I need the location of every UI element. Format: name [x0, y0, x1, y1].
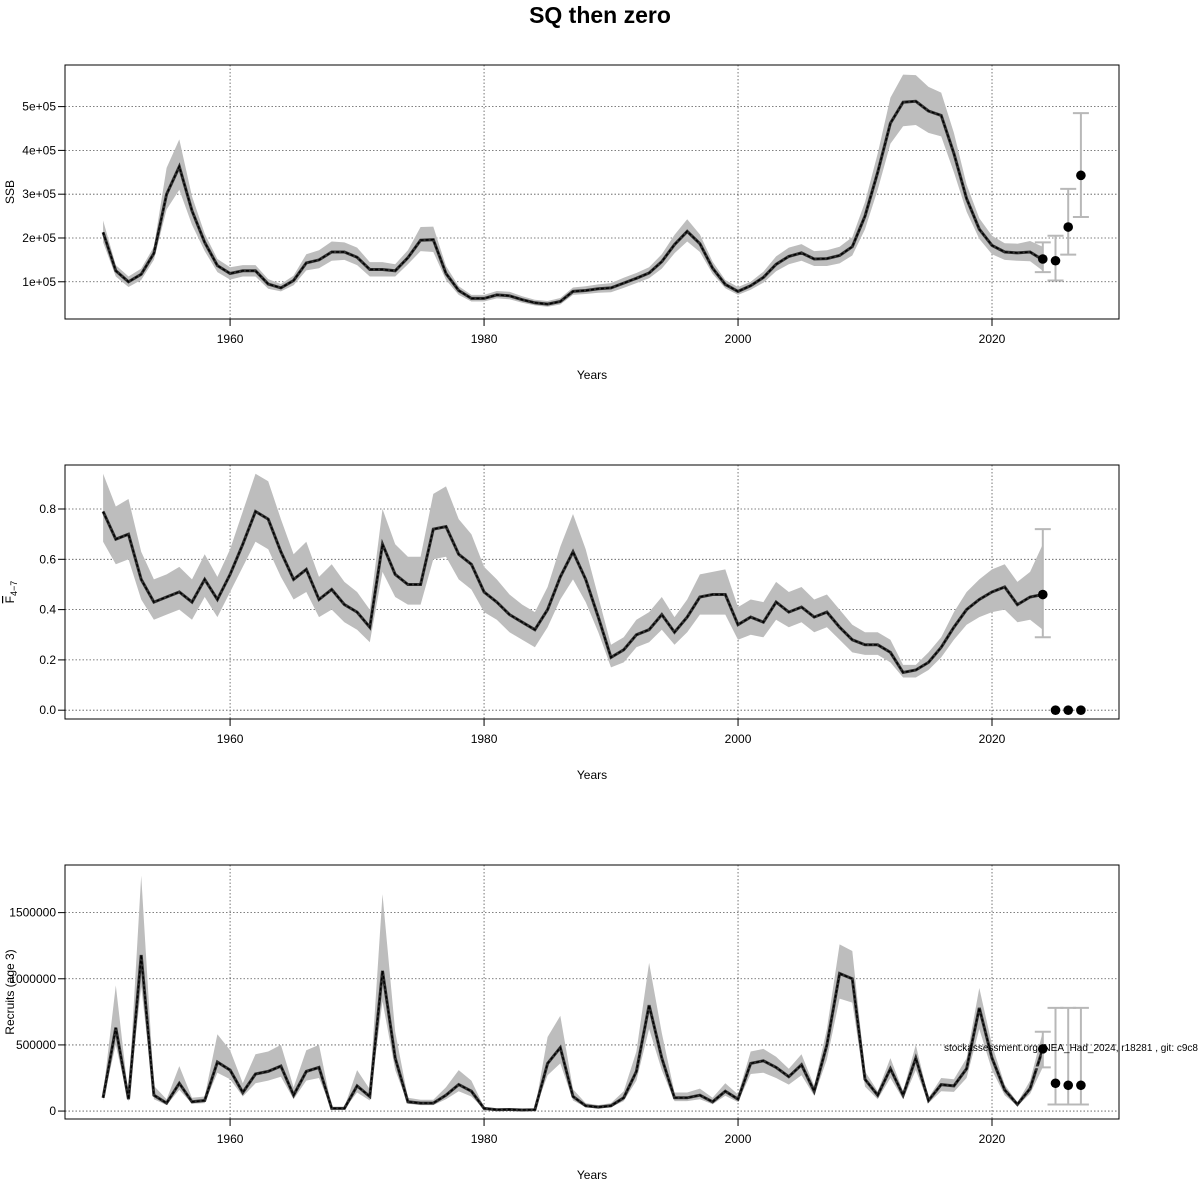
forecast-point — [1038, 589, 1048, 600]
x-tick-label: 2020 — [979, 1132, 1006, 1146]
estimate-line-dashed — [102, 954, 1044, 1111]
plot-frame — [64, 64, 1120, 320]
x-tick-label: 1980 — [471, 1132, 498, 1146]
y-tick-label: 1500000 — [9, 906, 56, 920]
chart-panel-3: 1960 1980 2000 2020 0 500000 1000000 1500000 Yea… — [3, 864, 1120, 1182]
forecast-point — [1076, 1080, 1086, 1091]
forecast-point — [1063, 705, 1074, 715]
y-tick-label: 0.0 — [39, 703, 56, 717]
forecast-point — [1038, 254, 1048, 264]
plot-frame — [64, 864, 1120, 1120]
y-tick-label: 0.8 — [39, 502, 56, 516]
forecast-point — [1038, 1044, 1048, 1054]
y-tick-label: 3e+05 — [22, 187, 56, 201]
x-tick-label: 1980 — [471, 332, 498, 346]
x-tick-label: 1960 — [217, 332, 244, 346]
footnote: stockassessment.org, NEA_Had_2024, r1828… — [944, 1043, 1198, 1054]
x-tick-label: 1960 — [217, 732, 244, 746]
estimate-line-dashed — [102, 510, 1043, 674]
y-tick-label: 0.6 — [39, 552, 56, 566]
forecast-point — [1076, 170, 1086, 181]
y-tick-label: 500000 — [16, 1038, 56, 1052]
y-tick-label: 4e+05 — [22, 143, 56, 157]
x-tick-label: 2020 — [979, 732, 1006, 746]
y-tick-label: 0 — [49, 1104, 56, 1118]
x-axis-label: Years — [577, 1168, 607, 1182]
forecast-point — [1050, 255, 1061, 266]
x-tick-label: 2000 — [725, 1132, 752, 1146]
y-axis-label: SSB — [3, 180, 17, 204]
chart-panel-2: 1960 1980 2000 2020 0.0 0.2 0.4 0.6 0.8 Years F4−7 — [3, 464, 1120, 782]
y-tick-label: 0.4 — [39, 603, 56, 617]
x-axis-label: Years — [577, 368, 607, 382]
confidence-band — [103, 74, 1043, 307]
x-tick-label: 2020 — [979, 332, 1006, 346]
y-tick-label: 2e+05 — [22, 231, 56, 245]
x-axis-label: Years — [577, 768, 607, 782]
chart-panel-1: 1960 1980 2000 2020 1e+05 2e+05 3e+05 4e+05 5e+0… — [3, 64, 1120, 382]
x-tick-label: 1980 — [471, 732, 498, 746]
page-title: SQ then zero — [529, 2, 671, 28]
confidence-band — [103, 473, 1043, 678]
y-tick-label: 1e+05 — [22, 275, 56, 289]
plot-frame — [64, 464, 1120, 720]
y-axis-label: F4−7 — [3, 581, 19, 604]
y-axis-label: Recruits (age 3) — [3, 949, 17, 1034]
forecast-point — [1063, 222, 1074, 232]
y-tick-label: 1000000 — [9, 972, 56, 986]
x-tick-label: 1960 — [217, 1132, 244, 1146]
forecast-point — [1050, 705, 1061, 715]
x-tick-label: 2000 — [725, 732, 752, 746]
y-tick-label: 0.2 — [39, 653, 56, 667]
y-tick-label: 5e+05 — [22, 100, 56, 114]
estimate-line-dashed — [102, 100, 1044, 305]
forecast-point — [1063, 1080, 1074, 1091]
forecast-point — [1050, 1078, 1061, 1089]
x-tick-label: 2000 — [725, 332, 752, 346]
forecast-point — [1076, 705, 1086, 715]
confidence-band — [103, 875, 1043, 1111]
